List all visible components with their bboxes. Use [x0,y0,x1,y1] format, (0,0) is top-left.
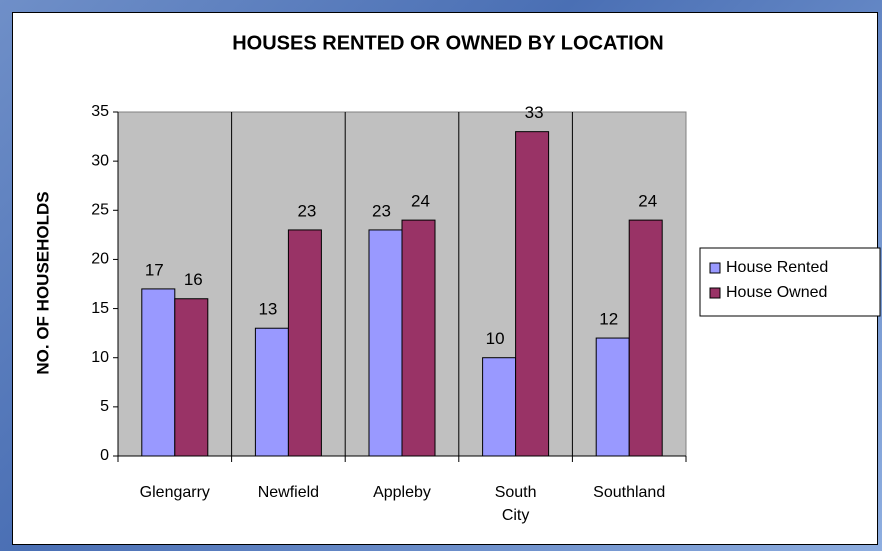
value-label: 13 [258,300,277,319]
y-tick-label: 0 [100,447,109,464]
legend-swatch [709,262,721,274]
legend-swatch [709,287,721,299]
value-label: 16 [184,270,203,289]
y-tick-label: 35 [91,103,109,120]
bar [482,357,517,457]
legend-label: House Rented [726,259,828,276]
y-tick-label: 5 [100,398,109,415]
bar [174,298,209,457]
value-label: 17 [145,260,164,279]
x-tick-label: South City [494,484,537,524]
y-axis-label: NO. OF HOUSEHOLDS [33,191,52,374]
value-label: 33 [525,103,544,122]
x-tick-label: Newfield [257,484,320,501]
y-tick-label: 15 [91,300,109,317]
value-label: 24 [638,192,657,211]
bar [401,219,436,457]
value-label: 12 [599,310,618,329]
bar [141,288,176,457]
y-tick-label: 10 [91,349,109,366]
legend-box [699,247,881,317]
bar [628,219,663,457]
value-label: 23 [372,201,391,220]
bar [287,229,322,457]
bar [254,327,289,457]
bar [368,229,403,457]
legend-label: House Owned [726,284,827,301]
x-tick-label: Glengarry [139,484,210,501]
y-tick-label: 20 [91,251,109,268]
x-tick-label: Appleby [373,484,431,501]
y-tick-label: 30 [91,152,109,169]
y-tick-label: 25 [91,202,109,219]
bar [595,337,630,457]
chart-title: HOUSES RENTED OR OWNED BY LOCATION [232,32,664,54]
value-label: 23 [297,201,316,220]
value-label: 10 [486,329,505,348]
value-label: 24 [411,192,430,211]
x-tick-label: Southland [593,484,666,501]
bar [515,131,550,457]
